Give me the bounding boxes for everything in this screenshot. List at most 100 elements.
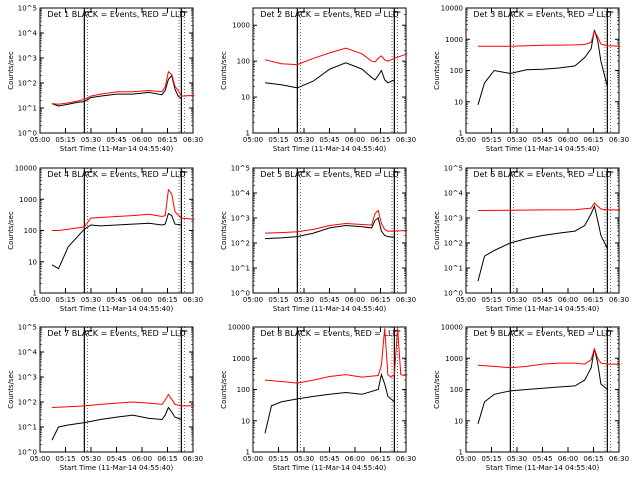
x-axis-label: Start Time (11-Mar-14 04:55:40) (273, 145, 387, 153)
x-tick-label: 06:30 (183, 455, 203, 463)
y-tick-label: 10 (241, 94, 250, 102)
series-events (51, 406, 182, 441)
x-tick-label: 05:30 (507, 136, 527, 144)
x-tick-label: 06:15 (157, 296, 177, 304)
x-axis-label: Start Time (11-Mar-14 04:55:40) (60, 145, 174, 153)
x-tick-label: 06:15 (157, 136, 177, 144)
y-tick-label: 1 (246, 130, 250, 138)
series-lld (264, 328, 408, 384)
y-axis-label: Counts/sec (7, 51, 15, 90)
plot-title: Det 6 BLACK = Events, RED = LLD (473, 170, 611, 179)
y-tick-label: 10000 (441, 324, 463, 332)
x-tick-label: 05:45 (532, 455, 552, 463)
y-tick-label: 10^0 (18, 449, 37, 457)
x-tick-label: 06:30 (609, 136, 629, 144)
y-tick-label: 10^5 (231, 165, 250, 173)
x-tick-label: 05:00 (243, 455, 263, 463)
x-tick-label: 05:00 (30, 136, 50, 144)
detector-panel-3: Det 3 BLACK = Events, RED = LLD 1 10 100 100… (433, 5, 629, 154)
x-tick-label: 05:15 (55, 296, 75, 304)
x-tick-label: 06:30 (396, 136, 416, 144)
x-tick-label: 06:30 (396, 455, 416, 463)
x-axis-label: Start Time (11-Mar-14 04:55:40) (486, 305, 600, 313)
plot-title: Det 5 BLACK = Events, RED = LLD (260, 170, 398, 179)
y-tick-label: 10 (241, 417, 250, 425)
x-tick-label: 06:30 (609, 296, 629, 304)
plot-title: Det 7 BLACK = Events, RED = LLD (47, 329, 185, 338)
plot-frame (465, 326, 620, 453)
x-tick-label: 06:30 (396, 296, 416, 304)
detector-panel-6: Det 6 BLACK = Events, RED = LLD 10^0 10^1 1… (433, 165, 629, 314)
x-tick-label: 06:15 (370, 136, 390, 144)
y-tick-label: 1000 (19, 196, 37, 204)
y-axis-label: Counts/sec (220, 370, 228, 409)
y-tick-label: 10^3 (444, 215, 463, 223)
x-tick-label: 05:45 (532, 296, 552, 304)
x-axis-label: Start Time (11-Mar-14 04:55:40) (486, 464, 600, 472)
y-tick-label: 10^4 (231, 190, 251, 198)
x-tick-label: 05:30 (81, 296, 101, 304)
x-tick-label: 05:00 (456, 136, 476, 144)
series-lld (264, 209, 408, 234)
y-tick-label: 10^4 (444, 190, 464, 198)
y-axis-label: Counts/sec (433, 370, 441, 409)
y-axis-label: Counts/sec (220, 51, 228, 90)
x-tick-label: 05:30 (294, 136, 314, 144)
plot-frame (39, 326, 194, 453)
series-lld (264, 47, 408, 66)
x-tick-label: 06:30 (183, 136, 203, 144)
plot-title: Det 9 BLACK = Events, RED = LLD (473, 329, 611, 338)
x-tick-label: 05:00 (243, 136, 263, 144)
x-axis-label: Start Time (11-Mar-14 04:55:40) (60, 305, 174, 313)
x-tick-label: 05:45 (319, 455, 339, 463)
series-lld (477, 202, 621, 211)
detector-panel-4: Det 4 BLACK = Events, RED = LLD 1 10 100 100… (7, 165, 203, 314)
series-events (264, 62, 395, 89)
plot-title: Det 8 BLACK = Events, RED = LLD (260, 329, 398, 338)
y-tick-label: 10000 (441, 5, 463, 13)
x-tick-label: 06:00 (132, 136, 152, 144)
x-tick-label: 05:00 (30, 296, 50, 304)
y-tick-label: 10000 (228, 324, 250, 332)
x-tick-label: 05:15 (268, 296, 288, 304)
x-tick-label: 06:00 (345, 455, 365, 463)
y-tick-label: 10 (454, 417, 463, 425)
x-tick-label: 05:45 (106, 136, 126, 144)
x-tick-label: 05:15 (481, 455, 501, 463)
plot-frame (465, 7, 620, 134)
x-tick-label: 05:00 (30, 455, 50, 463)
y-tick-label: 1000 (232, 22, 250, 30)
x-tick-label: 06:15 (370, 296, 390, 304)
detector-panel-7: Det 7 BLACK = Events, RED = LLD 10^0 10^1 1… (7, 324, 203, 473)
x-tick-label: 05:45 (532, 136, 552, 144)
plot-frame (39, 7, 194, 134)
y-tick-label: 1 (246, 449, 250, 457)
series-events (51, 74, 182, 107)
y-tick-label: 100 (237, 386, 250, 394)
x-tick-label: 05:15 (481, 296, 501, 304)
detector-panel-2: Det 2 BLACK = Events, RED = LLD 1 10 100 100… (220, 7, 416, 153)
plot-title: Det 3 BLACK = Events, RED = LLD (473, 10, 611, 19)
x-tick-label: 05:15 (268, 136, 288, 144)
plot-title: Det 2 BLACK = Events, RED = LLD (260, 10, 398, 19)
y-tick-label: 10^1 (18, 105, 37, 113)
x-tick-label: 06:00 (345, 296, 365, 304)
x-tick-label: 05:00 (243, 296, 263, 304)
plot-title: Det 1 BLACK = Events, RED = LLD (47, 10, 185, 19)
y-tick-label: 10^0 (18, 130, 37, 138)
plot-frame (465, 167, 620, 294)
series-lld (52, 188, 195, 231)
y-tick-label: 100 (237, 58, 250, 66)
y-axis-label: Counts/sec (7, 370, 15, 409)
series-events (264, 217, 395, 240)
y-tick-label: 1000 (232, 355, 250, 363)
x-tick-label: 06:15 (583, 455, 603, 463)
plot-title: Det 4 BLACK = Events, RED = LLD (47, 170, 185, 179)
x-axis-label: Start Time (11-Mar-14 04:55:40) (273, 305, 387, 313)
y-tick-label: 10^2 (231, 240, 250, 248)
y-tick-label: 10^5 (18, 5, 37, 13)
x-tick-label: 06:00 (132, 296, 152, 304)
y-tick-label: 10^3 (18, 374, 37, 382)
x-tick-label: 05:45 (319, 136, 339, 144)
